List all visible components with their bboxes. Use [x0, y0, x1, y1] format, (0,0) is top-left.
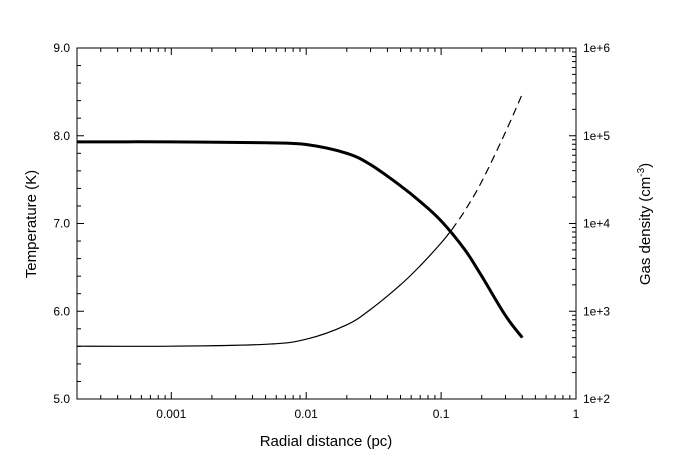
y-left-tick-label: 9.0 — [53, 41, 70, 55]
y-right-axis-title: Gas density (cm-3) — [636, 163, 654, 285]
y-left-tick-label: 8.0 — [53, 129, 70, 143]
y-right-tick-label: 1e+5 — [583, 129, 610, 143]
gas-density-curve — [76, 229, 453, 347]
x-tick-label: 1 — [573, 407, 580, 421]
y-left-tick-label: 7.0 — [53, 217, 70, 231]
y-left-tick-labels: 5.0 6.0 7.0 8.0 9.0 — [53, 41, 70, 406]
minor-ticks — [76, 48, 576, 399]
y-left-axis-title: Temperature (K) — [23, 170, 40, 278]
series-group — [76, 93, 524, 347]
x-tick-label: 0.01 — [295, 407, 319, 421]
temperature-curve — [76, 140, 524, 339]
x-tick-label: 0.001 — [156, 407, 186, 421]
major-ticks — [77, 47, 577, 400]
y-right-tick-label: 1e+4 — [583, 217, 610, 231]
y-right-tick-label: 1e+2 — [583, 392, 610, 406]
gas-density-dashed-curve — [451, 93, 523, 231]
x-tick-label: 0.1 — [433, 407, 450, 421]
y-right-tick-label: 1e+3 — [583, 304, 610, 318]
y-right-tick-label: 1e+6 — [583, 41, 610, 55]
y-left-tick-label: 5.0 — [53, 392, 70, 406]
x-tick-labels: 0.001 0.01 0.1 1 — [156, 407, 579, 421]
y-left-tick-label: 6.0 — [53, 304, 70, 318]
x-axis-title: Radial distance (pc) — [260, 433, 393, 450]
y-right-tick-labels: 1e+2 1e+3 1e+4 1e+5 1e+6 — [583, 41, 610, 406]
